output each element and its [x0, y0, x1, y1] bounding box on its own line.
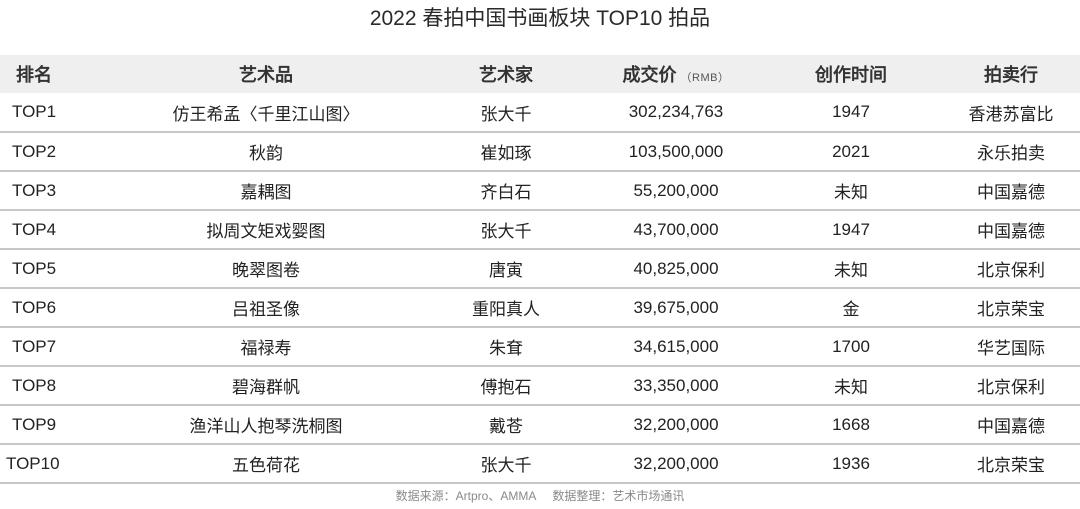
cell-artwork: 渔洋山人抱琴洗桐图	[189, 417, 343, 436]
cell-rank: TOP7	[12, 336, 57, 356]
cell-artist: 张大千	[480, 456, 532, 475]
cell-auction-house: 香港苏富比	[968, 104, 1054, 124]
cell-artist: 唐寅	[489, 261, 523, 280]
cell-rank: TOP8	[12, 375, 57, 395]
cell-artwork: 五色荷花	[232, 456, 300, 475]
cell-auction-house: 北京保利	[977, 378, 1045, 397]
header-artist: 艺术家	[479, 65, 533, 85]
cell-year: 1668	[832, 414, 870, 434]
table-row: TOP9 渔洋山人抱琴洗桐图 戴苍 32,200,000 1668 中国嘉德	[0, 405, 1080, 444]
cell-auction-house: 北京荣宝	[977, 300, 1045, 319]
cell-rank: TOP1	[12, 102, 57, 121]
cell-auction-house: 华艺国际	[977, 339, 1045, 358]
cell-artist: 崔如琢	[480, 144, 532, 163]
header-auction-house: 拍卖行	[984, 65, 1038, 85]
cell-artwork: 晚翠图卷	[232, 261, 300, 280]
header-price: 成交价 （RMB）	[576, 55, 776, 93]
cell-rank: TOP2	[12, 141, 57, 161]
cell-auction-house: 中国嘉德	[977, 222, 1045, 241]
table-row: TOP1 仿王希孟〈千里江山图〉 张大千 302,234,763 1947 香港…	[0, 93, 1080, 132]
cell-artist: 重阳真人	[472, 300, 540, 319]
cell-artist: 齐白石	[480, 183, 532, 202]
cell-year: 1947	[832, 219, 870, 239]
cell-rank: TOP3	[12, 180, 57, 200]
header-price-label: 成交价	[622, 65, 677, 85]
cell-price: 103,500,000	[628, 141, 724, 161]
table-row: TOP5 晚翠图卷 唐寅 40,825,000 未知 北京保利	[0, 249, 1080, 288]
cell-price: 33,350,000	[633, 375, 719, 395]
cell-auction-house: 北京保利	[977, 261, 1045, 280]
cell-auction-house: 中国嘉德	[977, 417, 1045, 436]
cell-year: 金	[842, 300, 860, 319]
cell-artwork: 仿王希孟〈千里江山图〉	[172, 104, 360, 124]
cell-auction-house: 北京荣宝	[977, 456, 1045, 475]
cell-year: 1947	[832, 102, 870, 121]
cell-artist: 朱耷	[489, 339, 523, 358]
header-artwork: 艺术品	[239, 65, 293, 85]
cell-artist: 张大千	[480, 104, 532, 124]
cell-year: 2021	[832, 141, 870, 161]
cell-year: 未知	[834, 261, 868, 280]
cell-price: 34,615,000	[633, 336, 719, 356]
cell-price: 39,675,000	[633, 297, 719, 317]
cell-price: 43,700,000	[633, 219, 719, 239]
cell-price: 32,200,000	[633, 414, 719, 434]
data-source: 数据来源：Artpro、AMMA	[395, 489, 537, 503]
source-footer: 数据来源：Artpro、AMMA 数据整理：艺术市场通讯	[0, 487, 1080, 504]
cell-year: 未知	[834, 183, 868, 202]
cell-year: 1936	[832, 453, 870, 473]
cell-artwork: 吕祖圣像	[232, 300, 300, 319]
cell-auction-house: 永乐拍卖	[977, 144, 1045, 163]
cell-price: 32,200,000	[633, 453, 719, 473]
cell-year: 1700	[832, 336, 870, 356]
cell-rank: TOP6	[12, 297, 57, 317]
cell-price: 55,200,000	[633, 180, 719, 200]
table-row: TOP6 吕祖圣像 重阳真人 39,675,000 金 北京荣宝	[0, 288, 1080, 327]
table-header-row: 排名 艺术品 艺术家 成交价 （RMB） 创作时间 拍卖行	[0, 55, 1080, 93]
header-price-unit: （RMB）	[680, 72, 730, 84]
cell-artist: 戴苍	[489, 417, 523, 436]
table-row: TOP4 拟周文矩戏婴图 张大千 43,700,000 1947 中国嘉德	[0, 210, 1080, 249]
cell-artist: 张大千	[480, 222, 532, 241]
cell-artwork: 碧海群帆	[232, 378, 300, 397]
cell-artwork: 嘉耦图	[240, 183, 292, 202]
table-row: TOP7 福禄寿 朱耷 34,615,000 1700 华艺国际	[0, 327, 1080, 366]
table-row: TOP2 秋韵 崔如琢 103,500,000 2021 永乐拍卖	[0, 132, 1080, 171]
cell-year: 未知	[834, 378, 868, 397]
cell-rank: TOP10	[6, 453, 60, 473]
cell-artwork: 福禄寿	[240, 339, 292, 358]
table-row: TOP3 嘉耦图 齐白石 55,200,000 未知 中国嘉德	[0, 171, 1080, 210]
cell-rank: TOP9	[12, 414, 57, 434]
table-row: TOP8 碧海群帆 傅抱石 33,350,000 未知 北京保利	[0, 366, 1080, 405]
top10-table: 排名 艺术品 艺术家 成交价 （RMB） 创作时间 拍卖行 TOP1 仿王希孟〈千…	[0, 55, 1080, 484]
cell-artist: 傅抱石	[480, 378, 532, 397]
header-year: 创作时间	[815, 65, 887, 85]
cell-artwork: 拟周文矩戏婴图	[206, 222, 326, 241]
header-rank: 排名	[16, 65, 52, 85]
cell-price: 302,234,763	[628, 102, 724, 121]
cell-artwork: 秋韵	[249, 144, 283, 163]
cell-rank: TOP5	[12, 258, 57, 278]
cell-price: 40,825,000	[633, 258, 719, 278]
cell-rank: TOP4	[12, 219, 57, 239]
data-compiled-by: 数据整理：艺术市场通讯	[552, 489, 685, 503]
page-title: 2022 春拍中国书画板块 TOP10 拍品	[369, 7, 711, 30]
cell-auction-house: 中国嘉德	[977, 183, 1045, 202]
table-row: TOP10 五色荷花 张大千 32,200,000 1936 北京荣宝	[0, 444, 1080, 483]
